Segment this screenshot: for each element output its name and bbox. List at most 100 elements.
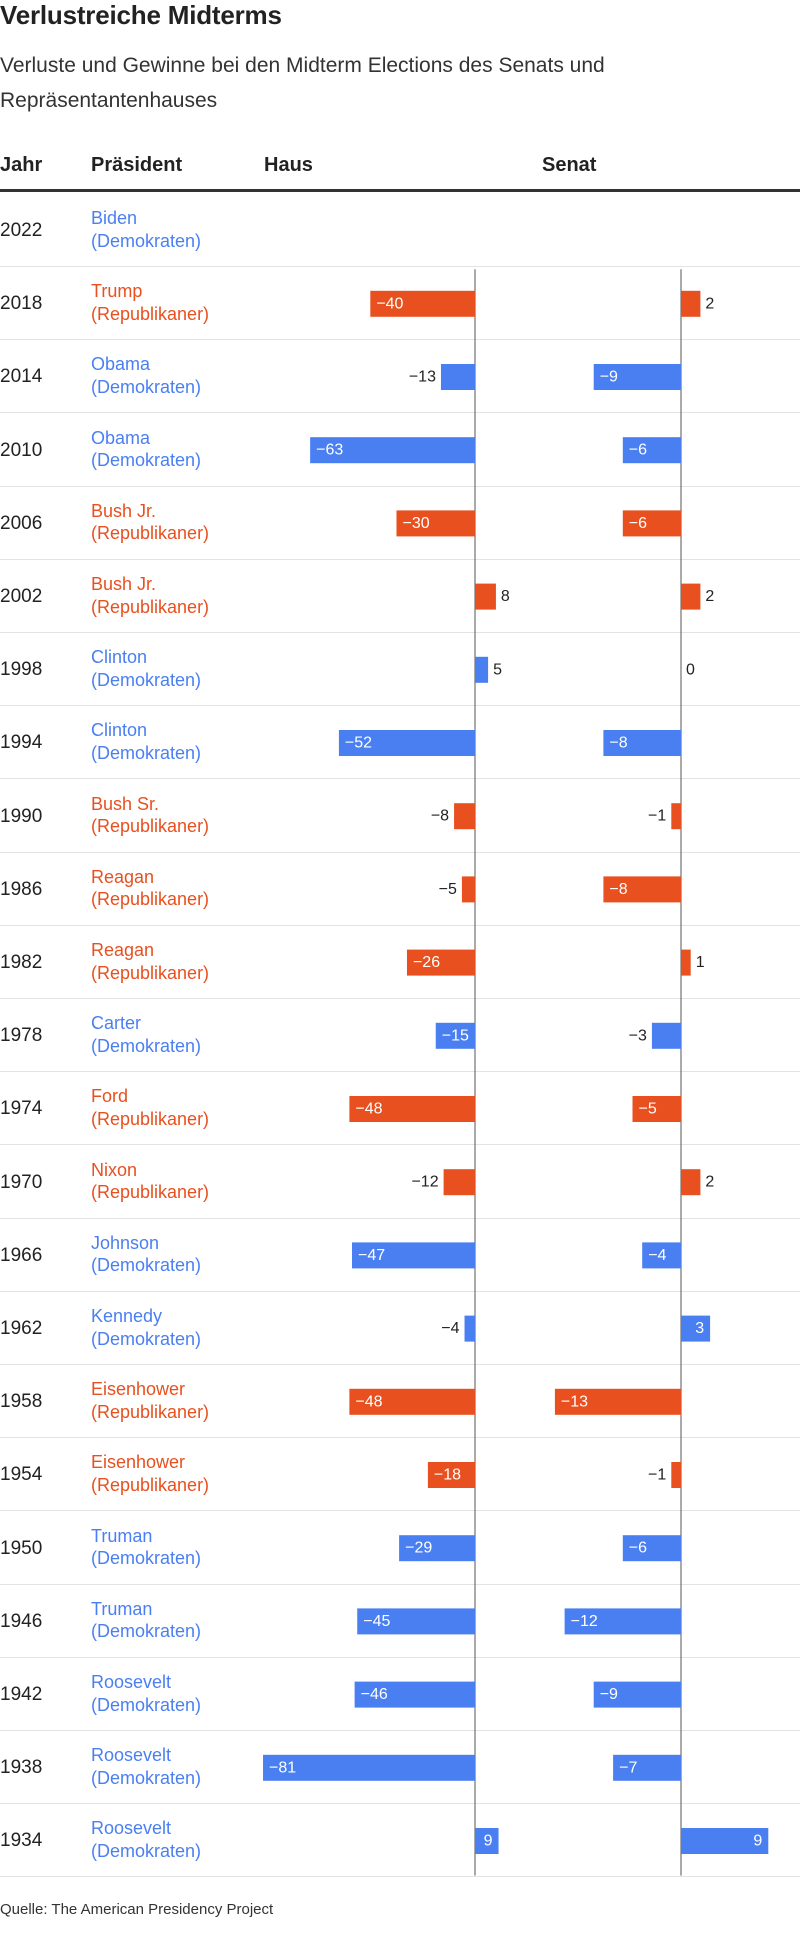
table-row: 1966 Johnson (Demokraten)	[0, 1219, 800, 1292]
president-name: Johnson	[91, 1232, 160, 1253]
source-note: Quelle: The American Presidency Project	[0, 1901, 274, 1918]
president-name: Eisenhower	[91, 1379, 186, 1400]
row-separator	[0, 1437, 800, 1439]
row-separator	[0, 485, 800, 487]
president-cell: Reagan (Republikaner)	[91, 939, 209, 984]
president-name: Obama	[91, 354, 151, 375]
chart-title: Verlustreiche Midterms	[0, 0, 282, 30]
party-name: (Republikaner)	[91, 523, 210, 544]
table-row: 2002 Bush Jr. (Republikaner)	[0, 560, 800, 633]
table-row: 1962 Kennedy (Demokraten)	[0, 1292, 800, 1365]
table-row: 1990 Bush Sr. (Republikaner)	[0, 780, 800, 853]
president-cell: Bush Jr. (Republikaner)	[91, 500, 209, 545]
row-separator	[0, 1290, 800, 1292]
president-cell: Eisenhower (Republikaner)	[91, 1451, 209, 1496]
party-name: (Demokraten)	[91, 742, 202, 763]
table-row: 1942 Roosevelt (Demokraten)	[0, 1658, 800, 1731]
table-row: 2014 Obama (Demokraten)	[0, 340, 800, 414]
president-cell: Truman (Demokraten)	[91, 1598, 201, 1643]
party-name: (Demokraten)	[91, 1840, 202, 1861]
chart-subtitle: Verluste und Gewinne bei den Midterm Ele…	[0, 54, 605, 112]
president-cell: Bush Sr. (Republikaner)	[91, 793, 209, 838]
row-separator	[0, 1583, 800, 1585]
table-row: 1950 Truman (Demokraten)	[0, 1512, 800, 1585]
year-cell: 1970	[0, 1171, 43, 1193]
year-cell: 1942	[0, 1684, 43, 1705]
year-cell: 1990	[0, 805, 43, 827]
president-name: Roosevelt	[91, 1818, 172, 1839]
row-separator	[0, 632, 800, 633]
year-cell: 1982	[0, 952, 43, 973]
president-name: Bush Sr.	[91, 793, 160, 814]
party-name: (Demokraten)	[91, 1548, 202, 1569]
president-name: Ford	[91, 1086, 129, 1107]
row-separator	[0, 998, 800, 999]
table-row: 2022 Biden (Demokraten)	[0, 194, 800, 267]
year-cell: 1998	[0, 659, 43, 681]
president-name: Roosevelt	[91, 1672, 172, 1692]
year-cell: 1994	[0, 732, 43, 754]
table-row: 1970 Nixon (Republikaner)	[0, 1146, 800, 1219]
row-separator	[0, 412, 800, 414]
president-cell: Reagan (Republikaner)	[91, 866, 209, 911]
table-row: 1938 Roosevelt (Demokraten)	[0, 1731, 800, 1805]
table-row: 1986 Reagan (Republikaner)	[0, 853, 800, 926]
year-cell: 2006	[0, 512, 43, 534]
year-cell: 1938	[0, 1757, 43, 1779]
table-row: 1994 Clinton (Demokraten)	[0, 706, 800, 780]
table-row: 2006 Bush Jr. (Republikaner)	[0, 487, 800, 560]
president-cell: Roosevelt (Demokraten)	[91, 1744, 201, 1789]
party-name: (Demokraten)	[91, 1621, 202, 1642]
party-name: (Demokraten)	[91, 230, 202, 251]
year-cell: 1934	[0, 1830, 43, 1852]
year-cell: 1954	[0, 1464, 43, 1486]
table-row: 1946 Truman (Demokraten)	[0, 1585, 800, 1658]
party-name: (Republikaner)	[91, 596, 210, 617]
year-cell: 1958	[0, 1391, 43, 1413]
table-row: 1978 Carter (Demokraten)	[0, 999, 800, 1073]
party-name: (Republikaner)	[91, 1182, 210, 1203]
president-cell: Clinton (Demokraten)	[91, 646, 201, 691]
president-name: Trump	[91, 281, 143, 302]
president-cell: Carter (Demokraten)	[91, 1012, 201, 1057]
header-rule	[0, 189, 800, 192]
year-cell: 2010	[0, 439, 43, 461]
column-header-house: Haus	[264, 154, 313, 176]
party-name: (Republikaner)	[91, 816, 210, 837]
row-separator	[0, 266, 800, 267]
row-separator	[0, 924, 800, 926]
row-separator	[0, 1364, 800, 1365]
president-cell: Obama (Demokraten)	[91, 427, 201, 472]
column-header-president: Präsident	[91, 154, 183, 176]
year-cell: 2014	[0, 366, 43, 388]
party-name: (Republikaner)	[91, 303, 210, 324]
table-row: 1954 Eisenhower (Republikaner)	[0, 1438, 800, 1512]
president-cell: Trump (Republikaner)	[91, 280, 209, 325]
party-name: (Republikaner)	[91, 1401, 210, 1422]
president-cell: Eisenhower (Republikaner)	[91, 1378, 209, 1423]
table-row: 1934 Roosevelt (Demokraten)	[0, 1804, 800, 1878]
party-name: (Demokraten)	[91, 450, 202, 471]
year-cell: 1962	[0, 1318, 43, 1339]
president-cell: Obama (Demokraten)	[91, 353, 201, 398]
president-cell: Roosevelt (Demokraten)	[91, 1817, 201, 1862]
president-cell: Bush Jr. (Republikaner)	[91, 573, 209, 618]
president-cell: Truman (Demokraten)	[91, 1525, 201, 1570]
row-separator	[0, 1071, 800, 1073]
president-name: Truman	[91, 1525, 153, 1546]
row-separator	[0, 1730, 800, 1731]
row-separator	[0, 1803, 800, 1805]
table-row: 1974 Ford (Republikaner)	[0, 1072, 800, 1146]
party-name: (Demokraten)	[91, 1694, 202, 1715]
president-cell: Clinton (Demokraten)	[91, 719, 201, 764]
row-separator	[0, 339, 800, 341]
row-separator	[0, 558, 800, 560]
president-cell: Roosevelt (Demokraten)	[91, 1671, 201, 1716]
party-name: (Demokraten)	[91, 1767, 202, 1788]
party-name: (Republikaner)	[91, 889, 210, 910]
president-name: Bush Jr.	[91, 574, 157, 594]
president-cell: Johnson (Demokraten)	[91, 1232, 201, 1277]
president-cell: Biden (Demokraten)	[91, 207, 201, 252]
party-name: (Demokraten)	[91, 669, 202, 690]
table-row: 1998 Clinton (Demokraten)	[0, 633, 800, 707]
